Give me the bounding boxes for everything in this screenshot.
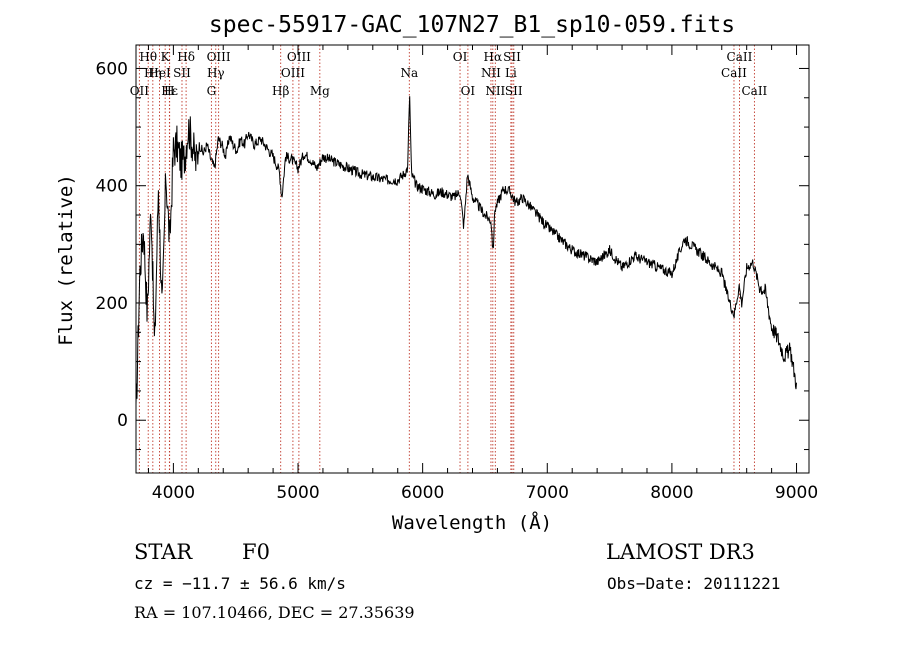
line-markers — [138, 45, 755, 473]
line-label: OI — [461, 84, 476, 98]
object-subclass: F0 — [242, 540, 270, 564]
y-axis-ticks: 0 200 400 600 — [96, 59, 809, 451]
chart-title: spec-55917-GAC_107N27_B1_sp10-059.fits — [209, 12, 735, 38]
line-label: Hθ — [139, 50, 157, 64]
line-label: NII — [481, 66, 501, 80]
x-tick-label: 5000 — [276, 483, 319, 503]
line-label: OIII — [287, 50, 311, 64]
line-label: CaII — [727, 50, 753, 64]
line-label: HeI — [148, 66, 171, 80]
x-tick-label: 4000 — [152, 483, 195, 503]
line-label: Hδ — [177, 50, 195, 64]
y-tick-label: 0 — [117, 411, 128, 431]
line-label: Li — [505, 66, 517, 80]
line-label: CaII — [741, 84, 767, 98]
line-label: NII — [485, 84, 505, 98]
x-axis-ticks: 4000 5000 6000 7000 8000 9000 — [147, 45, 818, 503]
spectrum-chart: spec-55917-GAC_107N27_B1_sp10-059.fits H… — [55, 12, 818, 534]
line-label: Hγ — [207, 66, 225, 80]
y-axis-label: Flux (relative) — [55, 174, 77, 346]
line-label: OI — [453, 50, 468, 64]
y-tick-label: 400 — [96, 177, 128, 197]
survey-name: LAMOST DR3 — [606, 540, 755, 564]
line-label: Hβ — [272, 84, 289, 98]
line-label: OIII — [281, 66, 305, 80]
line-label: OII — [130, 84, 150, 98]
object-class: STAR — [134, 540, 193, 564]
coordinates: RA = 107.10466, DEC = 27.35639 — [134, 603, 415, 622]
y-tick-label: 200 — [96, 294, 128, 314]
line-label: H — [164, 84, 174, 98]
line-label: Na — [400, 66, 418, 80]
line-label: Hα — [484, 50, 503, 64]
line-label: K — [161, 50, 171, 64]
line-label: CaII — [721, 66, 747, 80]
line-label: SII — [173, 66, 191, 80]
line-label: SII — [505, 84, 523, 98]
redshift-cz: cz = −11.7 ± 56.6 km/s — [134, 574, 346, 593]
line-label: Hε — [161, 84, 178, 98]
observation-date: Obs−Date: 20111221 — [607, 574, 781, 593]
x-tick-label: 9000 — [775, 483, 818, 503]
x-tick-label: 8000 — [650, 483, 693, 503]
line-label: Mg — [310, 84, 330, 98]
y-tick-label: 600 — [96, 59, 128, 79]
x-tick-label: 6000 — [401, 483, 444, 503]
line-label: G — [207, 84, 217, 98]
flux-series-line — [135, 96, 797, 405]
line-label: SII — [503, 50, 521, 64]
line-label: Hη — [144, 66, 162, 80]
x-axis-label: Wavelength (Å) — [392, 511, 552, 534]
line-label: OIII — [207, 50, 231, 64]
x-tick-label: 7000 — [526, 483, 569, 503]
